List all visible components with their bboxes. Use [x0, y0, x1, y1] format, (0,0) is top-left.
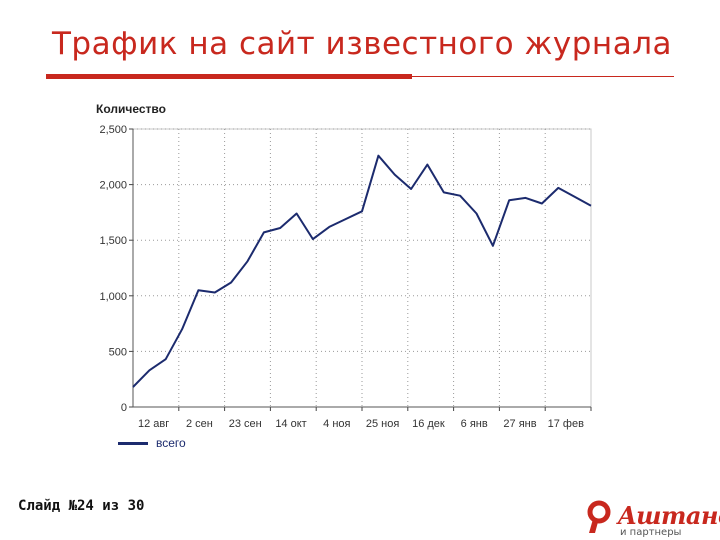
title-accent-bar [46, 74, 412, 79]
legend-label: всего [156, 436, 186, 450]
title-divider [412, 76, 674, 77]
company-logo: Aштанов и партнеры [584, 500, 720, 540]
legend-swatch [118, 442, 148, 445]
x-tick-label: 12 авг [138, 418, 169, 430]
logo-wordmark: Aштанов [618, 501, 720, 530]
y-tick-label: 500 [109, 346, 127, 358]
x-tick-label: 2 сен [186, 418, 213, 430]
logo-icon [587, 500, 611, 533]
x-tick-label: 27 янв [503, 418, 536, 430]
x-tick-label: 17 фев [548, 418, 584, 430]
y-tick-label: 2,000 [99, 180, 127, 192]
series-line [132, 154, 592, 388]
y-tick-label: 1,000 [99, 291, 127, 303]
x-tick-label: 6 янв [461, 418, 488, 430]
x-tick-label: 23 сен [229, 418, 262, 430]
x-tick-label: 14 окт [275, 418, 306, 430]
y-tick-label: 1,500 [99, 235, 127, 247]
y-tick-label: 0 [121, 402, 127, 414]
slide-number: Слайд №24 из 30 [18, 498, 145, 514]
y-axis-label: Количество [96, 102, 166, 116]
logo-subtitle: и партнеры [620, 527, 682, 538]
x-tick-label: 4 ноя [323, 418, 350, 430]
x-tick-label: 16 дек [412, 418, 445, 430]
y-tick-label: 2,500 [99, 124, 127, 136]
slide-title: Трафик на сайт известного журнала [52, 26, 673, 62]
x-tick-label: 25 ноя [366, 418, 399, 430]
